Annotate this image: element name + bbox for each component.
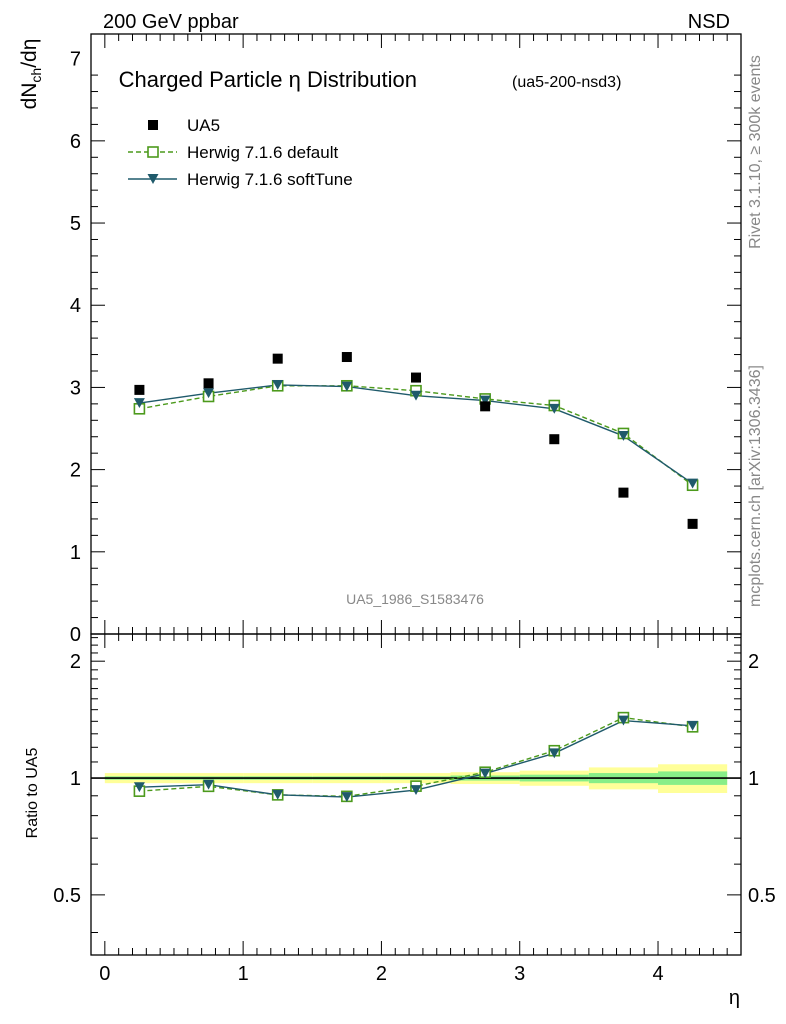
x-tick-label: 4	[652, 963, 663, 985]
main-panel: 0 1 2 3 4 5 6 7	[70, 33, 742, 646]
uncertainty-bands	[91, 764, 741, 794]
ratio-point-softtune	[479, 768, 491, 779]
y-tick-label: 6	[70, 131, 81, 153]
y-tick-label: 3	[70, 377, 81, 399]
legend-label: Herwig 7.1.6 softTune	[187, 170, 353, 189]
ratio-y-tick-label-right: 2	[748, 651, 759, 673]
chart-title-tag: (ua5-200-nsd3)	[512, 74, 621, 91]
point-ua5	[618, 487, 629, 498]
x-axis-label: η	[729, 987, 740, 1009]
ratio-y-tick-label-right: 0.5	[748, 885, 776, 907]
y-tick-label: 2	[70, 460, 81, 482]
legend-label: UA5	[187, 116, 220, 135]
y-tick-label: 1	[70, 542, 81, 564]
ratio-ylabel: Ratio to UA5	[24, 748, 41, 839]
ratio-point-softtune	[203, 779, 215, 790]
ratio-line-default	[139, 716, 693, 798]
point-softtune	[548, 403, 560, 414]
x-tick-label: 3	[514, 963, 525, 985]
ratio-point-softtune	[410, 785, 422, 796]
y-tick-label: 5	[70, 213, 81, 235]
point-ua5	[341, 352, 352, 363]
ratio-point-softtune	[617, 715, 629, 726]
ratio-y-tick-label-right: 1	[748, 768, 759, 790]
point-ua5	[134, 384, 145, 395]
point-softtune	[203, 388, 215, 399]
point-ua5	[411, 372, 421, 383]
point-softtune	[687, 478, 699, 489]
ratio-frame	[90, 633, 742, 956]
point-softtune	[410, 390, 422, 401]
ratio-point-softtune	[272, 789, 284, 800]
header-right: NSD	[688, 11, 730, 33]
ratio-point-softtune	[548, 748, 560, 759]
x-tick-label: 2	[376, 963, 387, 985]
header-left: 200 GeV ppbar	[103, 11, 239, 33]
watermark: UA5_1986_S1583476	[346, 591, 484, 607]
point-ua5	[272, 353, 283, 364]
point-ua5	[687, 518, 698, 529]
point-ua5	[480, 401, 491, 412]
y-tick-label: 7	[70, 49, 81, 71]
x-tick-label: 1	[238, 963, 249, 985]
legend-marker-default	[147, 146, 159, 158]
ratio-y-tick-label: 0.5	[53, 885, 81, 907]
series-line-default	[139, 385, 694, 486]
legend-label: Herwig 7.1.6 default	[187, 143, 338, 162]
point-ua5	[549, 434, 560, 445]
point-softtune	[133, 398, 145, 408]
rivet-label: Rivet 3.1.10, ≥ 300k events	[747, 55, 764, 249]
x-tick-label: 0	[99, 963, 110, 985]
mcplots-label: mcplots.cern.ch [arXiv:1306.3436]	[747, 365, 764, 607]
ratio-point-softtune	[687, 720, 699, 731]
main-ylabel: dNch/dη	[18, 39, 44, 110]
chart-title: Charged Particle η Distribution	[119, 67, 417, 92]
ratio-point-softtune	[341, 792, 353, 803]
ratio-y-tick-label: 2	[70, 651, 81, 673]
ratio-point-softtune	[133, 782, 145, 793]
point-softtune	[479, 395, 491, 406]
legend-marker-ua5	[148, 120, 158, 130]
point-ua5	[203, 378, 214, 389]
point-softtune	[272, 380, 284, 390]
legend: UA5 Herwig 7.1.6 default Herwig 7.1.6 soft…	[128, 116, 353, 189]
point-softtune	[341, 381, 353, 392]
legend-marker-softtune	[147, 174, 159, 184]
point-softtune	[617, 430, 629, 441]
ratio-panel: 0 1 2 3 4 0.5 0.5 1 1 2 2	[53, 633, 776, 985]
y-tick-label: 4	[70, 295, 81, 317]
ratio-y-tick-label: 1	[70, 768, 81, 790]
y-tick-label: 0	[70, 624, 81, 646]
